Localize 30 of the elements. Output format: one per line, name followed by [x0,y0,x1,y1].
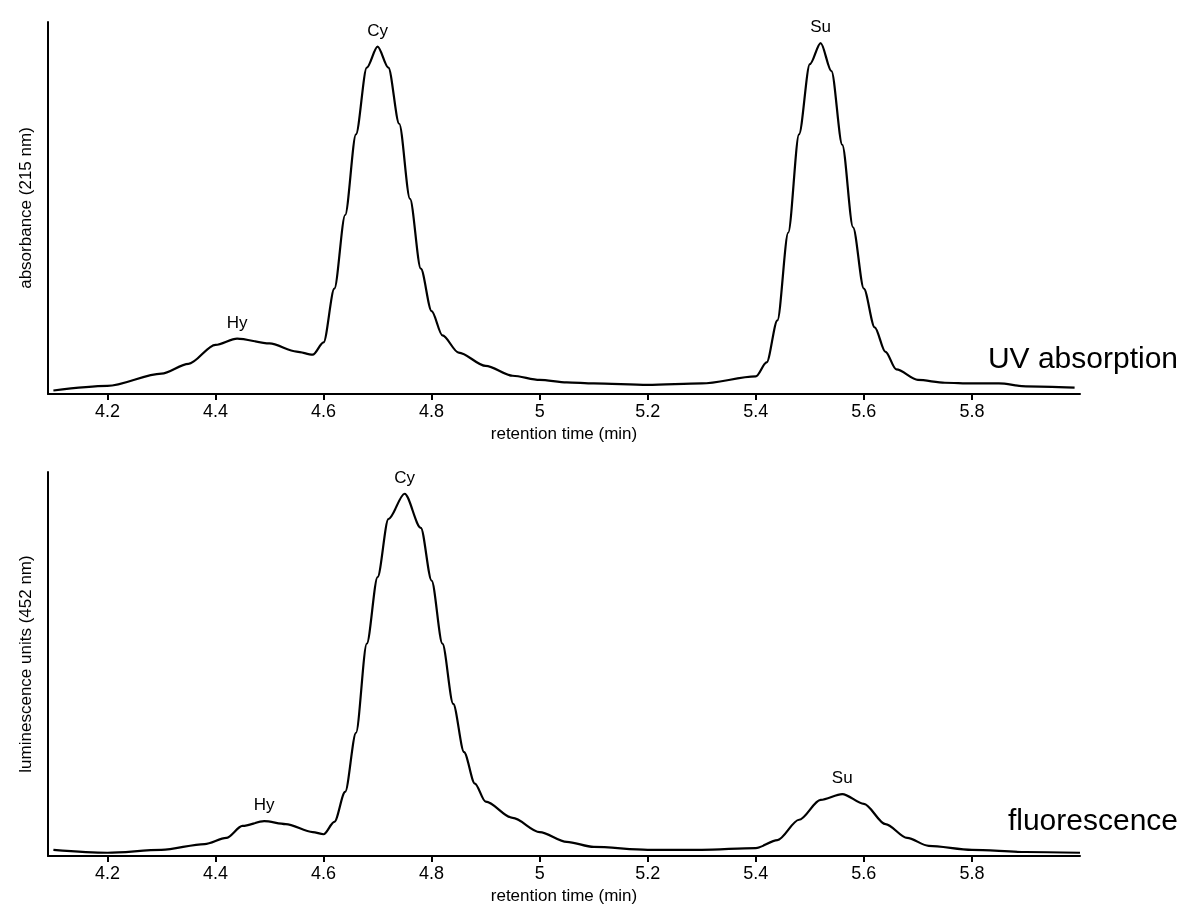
x-tick-label: 5 [534,401,545,421]
x-tick-label: 5 [534,863,545,883]
x-tick-label: 5.4 [743,863,769,883]
y-axis-title: luminescence units (452 nm) [16,555,35,773]
x-tick-label: 5.4 [743,401,769,421]
annotation: Su [831,768,853,788]
x-tick-label: 5.2 [635,401,661,421]
annotation: Hy [253,795,276,815]
x-tick-label: 4.6 [311,863,337,883]
x-tick-label: 4.8 [419,863,445,883]
x-tick-label: 4.6 [311,401,337,421]
x-tick-label: 5.6 [851,863,877,883]
x-tick-label: 5.2 [635,863,661,883]
x-tick-label: 5.8 [959,401,985,421]
annotation: fluorescence [1007,802,1179,836]
annotation: Cy [394,467,416,487]
x-tick-label: 5.8 [959,863,985,883]
annotation: Hy [226,312,248,332]
annotation: Su [810,17,832,37]
x-tick-label: 4.4 [202,401,229,421]
annotation: UV absorption [987,340,1178,374]
x-tick-label: 4.8 [419,401,445,421]
y-axis-title: absorbance (215 nm) [16,127,35,289]
x-tick-label: 4.2 [94,401,120,421]
x-tick-label: 4.2 [94,863,120,883]
x-tick-label: 4.4 [202,863,229,883]
x-axis-title: retention time (min) [490,885,638,905]
annotation: Cy [367,20,389,40]
x-tick-label: 5.6 [851,401,877,421]
x-axis-title: retention time (min) [490,423,638,443]
